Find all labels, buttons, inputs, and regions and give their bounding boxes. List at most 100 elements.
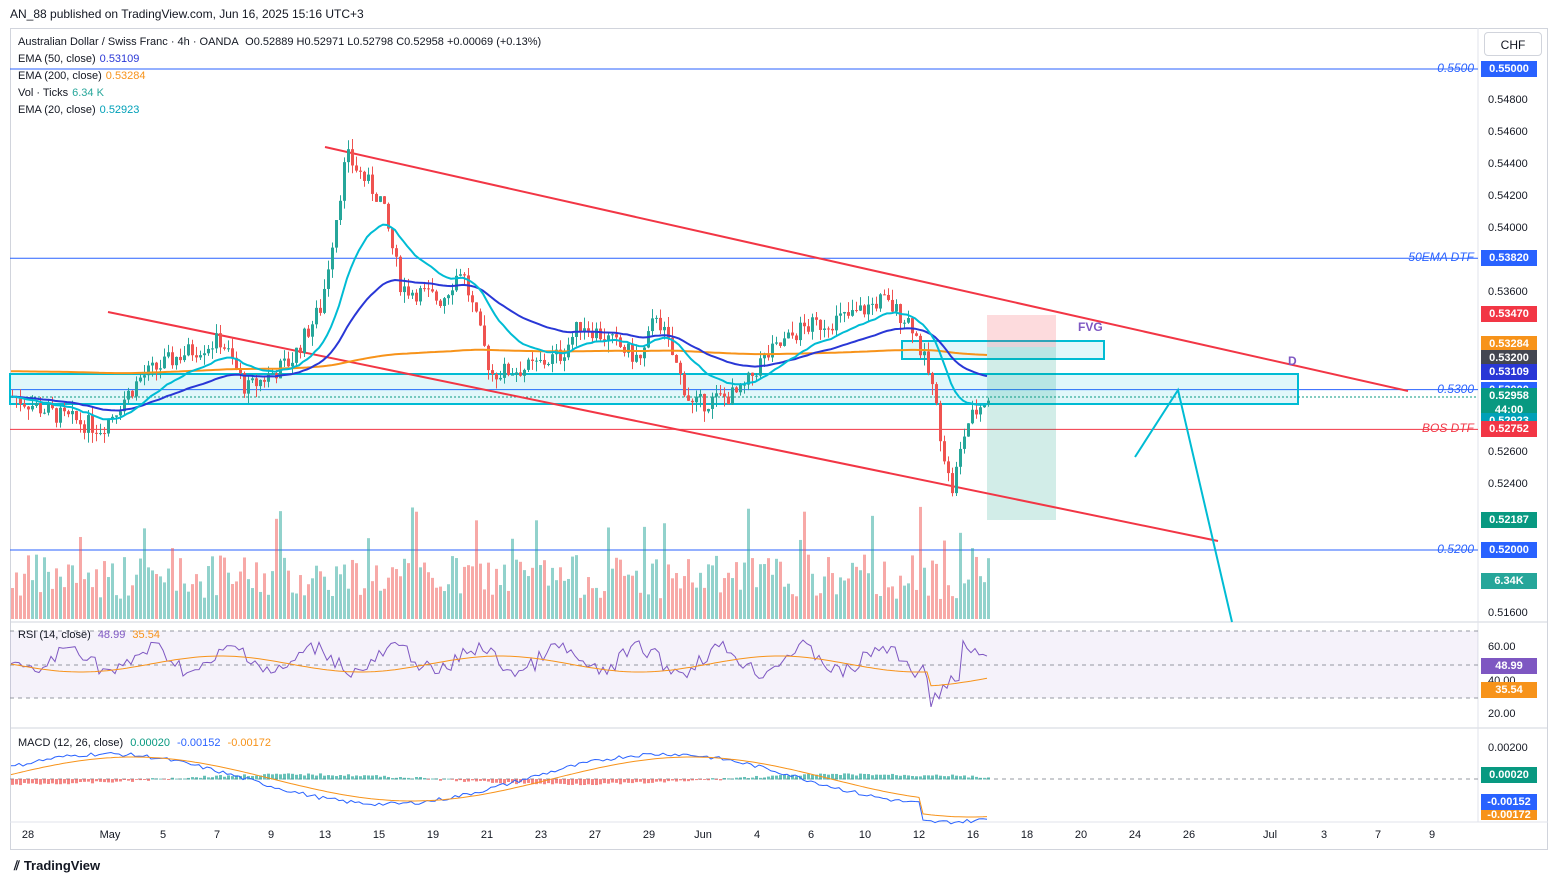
- macd-histogram-bar: [23, 779, 26, 783]
- macd-histogram-bar: [655, 779, 658, 782]
- macd-histogram-bar: [959, 776, 962, 780]
- macd-histogram-bar: [555, 779, 558, 784]
- price-axis-label: 0.51600: [1488, 607, 1528, 619]
- volume-bar: [827, 557, 830, 619]
- candle-body: [23, 403, 26, 407]
- macd-histogram-bar: [795, 776, 798, 780]
- legend-ema20[interactable]: EMA (20, close) 0.52923: [18, 104, 139, 116]
- candle-body: [519, 372, 522, 376]
- candle-body: [167, 352, 170, 357]
- macd-histogram-bar: [291, 773, 294, 780]
- macd-histogram-bar: [675, 779, 678, 782]
- currency-selector[interactable]: CHF: [1484, 32, 1542, 56]
- macd-histogram-bar: [471, 779, 474, 781]
- macd-histogram-bar: [699, 779, 702, 780]
- macd-histogram-bar: [203, 775, 206, 780]
- candle-body: [511, 374, 514, 376]
- macd-histogram-bar: [235, 775, 238, 780]
- volume-bar: [839, 577, 842, 619]
- macd-histogram-bar: [279, 774, 282, 780]
- candle-body: [931, 373, 934, 385]
- volume-bar: [907, 583, 910, 619]
- candle-body: [499, 377, 502, 380]
- candle-body: [827, 328, 830, 330]
- candle-body: [31, 405, 34, 410]
- volume-bar: [255, 562, 258, 619]
- legend-ema50[interactable]: EMA (50, close) 0.53109: [18, 53, 139, 65]
- candle-body: [183, 355, 186, 361]
- candle-body: [303, 328, 306, 353]
- macd-histogram-bar: [511, 779, 514, 783]
- volume-bar: [363, 588, 366, 619]
- macd-histogram-bar: [667, 779, 670, 782]
- macd-histogram-bar: [671, 779, 674, 781]
- legend-symbol[interactable]: Australian Dollar / Swiss Franc · 4h · O…: [18, 36, 239, 48]
- volume-bar: [151, 570, 154, 619]
- candle-body: [911, 318, 914, 334]
- macd-histogram-bar: [339, 775, 342, 780]
- volume-bar: [39, 592, 42, 619]
- volume-bar: [235, 581, 238, 619]
- candle-body: [935, 384, 938, 404]
- candle-body: [495, 374, 498, 380]
- candle-body: [679, 362, 682, 374]
- volume-bar: [359, 594, 362, 619]
- candle-body: [431, 289, 434, 292]
- time-axis-label: Jul: [1262, 829, 1278, 841]
- macd-histogram-bar: [275, 773, 278, 780]
- time-axis-label: 24: [1128, 829, 1142, 841]
- macd-histogram-bar: [423, 777, 426, 780]
- volume-bar: [71, 565, 74, 619]
- ema200-line: [11, 348, 988, 375]
- macd-histogram-bar: [403, 777, 406, 780]
- candle-body: [75, 410, 78, 421]
- volume-bar: [395, 569, 398, 619]
- macd-histogram-bar: [427, 779, 430, 780]
- candle-body: [147, 365, 150, 376]
- candle-body: [615, 334, 618, 338]
- legend-ema200[interactable]: EMA (200, close) 0.53284: [18, 70, 146, 82]
- candle-body: [851, 310, 854, 316]
- macd-histogram-bar: [531, 779, 534, 785]
- volume-bar: [923, 567, 926, 619]
- macd-histogram-bar: [535, 779, 538, 785]
- volume-bar: [887, 587, 890, 619]
- legend-volume[interactable]: Vol · Ticks 6.34 K: [18, 87, 104, 99]
- candle-body: [659, 317, 662, 331]
- volume-bar: [855, 566, 858, 619]
- volume-bar: [743, 562, 746, 619]
- volume-bar: [607, 527, 610, 619]
- candle-body: [719, 393, 722, 395]
- volume-bar: [815, 595, 818, 619]
- candle-body: [311, 324, 314, 337]
- candle-body: [631, 343, 634, 362]
- volume-bar: [263, 573, 266, 619]
- candle-body: [775, 342, 778, 344]
- candle-body: [99, 433, 102, 435]
- candle-body: [503, 363, 506, 378]
- macd-histogram-bar: [835, 773, 838, 780]
- candle-body: [83, 424, 86, 433]
- macd-histogram-bar: [67, 779, 70, 785]
- macd-histogram-bar: [951, 774, 954, 780]
- candle-body: [531, 359, 534, 361]
- rsi-legend[interactable]: RSI (14, close) 48.99 35.54: [18, 629, 160, 641]
- candle-body: [907, 318, 910, 323]
- candle-body: [235, 357, 238, 369]
- macd-legend[interactable]: MACD (12, 26, close) 0.00020 -0.00152 -0…: [18, 737, 271, 749]
- candle-body: [259, 379, 262, 387]
- candle-body: [367, 174, 370, 181]
- macd-histogram-bar: [779, 775, 782, 780]
- macd-histogram-bar: [39, 779, 42, 785]
- volume-bar: [711, 565, 714, 619]
- candle-body: [71, 410, 74, 415]
- macd-histogram-bar: [723, 778, 726, 780]
- time-axis-label: 10: [858, 829, 872, 841]
- tradingview-logo[interactable]: ⫽ TradingView: [14, 858, 101, 873]
- volume-bar: [903, 585, 906, 619]
- candle-body: [943, 441, 946, 462]
- candle-body: [663, 326, 666, 331]
- macd-histogram-bar: [111, 779, 114, 783]
- candle-body: [87, 415, 90, 433]
